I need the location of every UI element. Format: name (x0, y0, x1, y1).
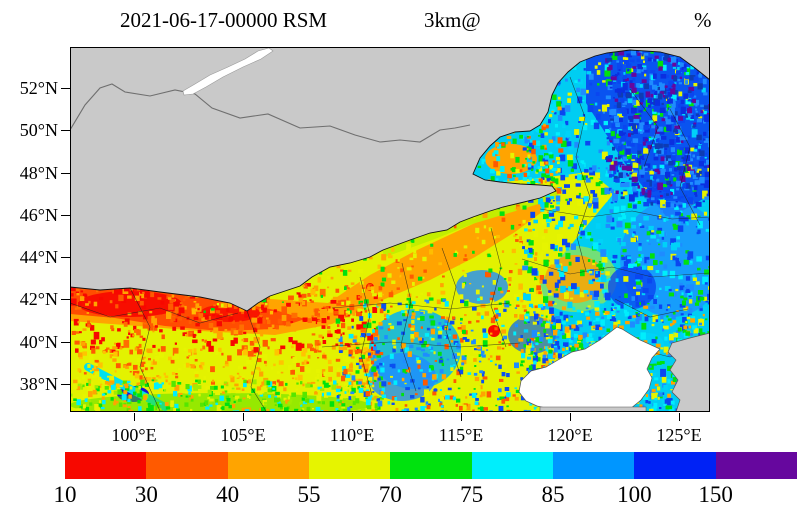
colorbar-segment (390, 452, 472, 479)
lat-tick (61, 257, 70, 258)
lat-tick (61, 173, 70, 174)
lon-tick (243, 413, 244, 421)
colorbar-segment (471, 452, 553, 479)
lon-label: 120°E (547, 425, 593, 445)
lat-tick (61, 342, 70, 343)
figure-title-resolution: 3km@ (424, 8, 481, 32)
colorbar-value-label: 70 (378, 482, 402, 507)
lat-tick (61, 215, 70, 216)
colorbar-value-label: 75 (460, 482, 484, 507)
colorbar (65, 452, 797, 479)
lat-label: 48°N (19, 163, 58, 183)
figure-title-units: % (694, 8, 712, 32)
colorbar-segment (146, 452, 228, 479)
lat-tick (61, 384, 70, 385)
lat-label: 42°N (19, 289, 58, 309)
lat-tick (61, 299, 70, 300)
lon-label: 110°E (329, 425, 375, 445)
colorbar-segment (634, 452, 716, 479)
colorbar-segment (308, 452, 391, 479)
map-panel (69, 47, 711, 413)
lat-label: 52°N (19, 78, 58, 98)
lon-tick (570, 413, 571, 421)
lat-tick (61, 88, 70, 89)
china-national-border (69, 49, 711, 412)
colorbar-value-label: 150 (698, 482, 733, 507)
lat-label: 38°N (19, 374, 58, 394)
colorbar-value-label: 85 (541, 482, 565, 507)
lon-label: 125°E (656, 425, 702, 445)
lon-label: 115°E (438, 425, 484, 445)
colorbar-value-label: 10 (53, 482, 77, 507)
colorbar-value-label: 40 (216, 482, 240, 507)
lat-tick (61, 130, 70, 131)
colorbar-value-label: 30 (134, 482, 158, 507)
lat-label: 44°N (19, 247, 58, 267)
map-canvas (69, 47, 711, 413)
map-frame (70, 47, 710, 412)
lon-tick (352, 413, 353, 421)
colorbar-segment (715, 452, 797, 479)
lat-label: 50°N (19, 120, 58, 140)
lake-baikal (182, 47, 274, 96)
province-county-borders (70, 76, 710, 412)
russia-mongolia-border-line (69, 83, 471, 143)
colorbar-value-label: 100 (617, 482, 652, 507)
figure-title-date: 2021-06-17-00000 RSM (120, 8, 328, 32)
colorbar-segment (65, 452, 147, 479)
lon-tick (679, 413, 680, 421)
lat-label: 40°N (19, 332, 58, 352)
colorbar-segment (552, 452, 635, 479)
lon-label: 100°E (111, 425, 157, 445)
colorbar-value-label: 55 (297, 482, 321, 507)
colorbar-segment (227, 452, 309, 479)
lon-label: 105°E (220, 425, 266, 445)
lat-label: 46°N (19, 205, 58, 225)
lon-tick (134, 413, 135, 421)
lon-tick (461, 413, 462, 421)
